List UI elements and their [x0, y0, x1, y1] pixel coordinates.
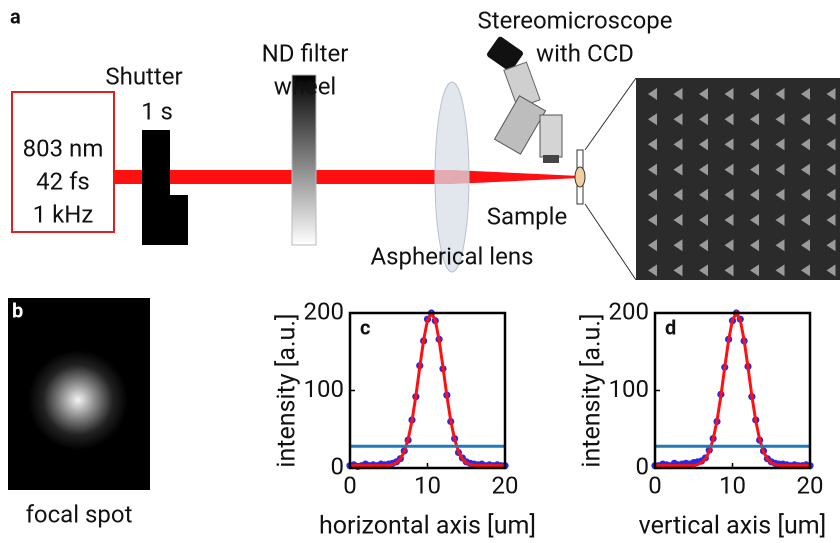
y-tick-label: 200	[304, 297, 344, 325]
fit-line	[655, 313, 810, 466]
x-tick-label: 10	[414, 471, 441, 499]
figure: a 803 nm 42 fs 1 kHz Shutter 1 s ND filt…	[0, 0, 840, 543]
shutter	[142, 130, 188, 245]
x-axis-label: horizontal axis [um]	[319, 512, 536, 541]
x-tick-label: 20	[797, 471, 824, 499]
panel-label: c	[360, 315, 370, 339]
lens-label: Aspherical lens	[370, 242, 533, 270]
y-tick-label: 0	[636, 452, 650, 480]
zoom-line	[585, 78, 636, 150]
caption: focal spot	[26, 500, 133, 528]
y-axis-label: intensity [a.u.]	[273, 313, 302, 467]
microscope-label: with CCD	[536, 39, 634, 67]
nd-label: ND filter	[262, 39, 349, 67]
x-tick-label: 0	[343, 471, 357, 499]
laser-text: 1 kHz	[33, 200, 94, 228]
x-axis-label: vertical axis [um]	[639, 512, 827, 541]
axes-box	[655, 313, 810, 468]
y-tick-label: 200	[609, 297, 649, 325]
laser-text: 803 nm	[23, 134, 104, 162]
x-tick-label: 0	[648, 471, 662, 499]
panel-label: b	[12, 298, 23, 322]
zoom-line	[585, 204, 636, 280]
laser-beam	[114, 170, 580, 184]
focal-spot	[28, 350, 128, 450]
microscope-label: Stereomicroscope	[477, 6, 672, 34]
panel-label: a	[10, 4, 21, 28]
y-axis-label: intensity [a.u.]	[578, 313, 607, 467]
axes-box	[350, 313, 505, 468]
shutter-label: Shutter	[105, 62, 182, 90]
fit-line	[350, 313, 505, 466]
nd-filter	[292, 75, 316, 245]
sample-spot	[575, 167, 585, 187]
x-tick-label: 20	[492, 471, 519, 499]
y-tick-label: 0	[331, 452, 345, 480]
panel-label: d	[665, 315, 676, 339]
laser-text: 42 fs	[36, 167, 90, 195]
y-tick-label: 100	[609, 375, 649, 403]
nd-label: wheel	[274, 72, 337, 100]
shutter-time: 1 s	[141, 97, 173, 125]
micrograph	[636, 78, 840, 280]
sample-label: Sample	[487, 202, 567, 230]
x-tick-label: 10	[719, 471, 746, 499]
y-tick-label: 100	[304, 375, 344, 403]
